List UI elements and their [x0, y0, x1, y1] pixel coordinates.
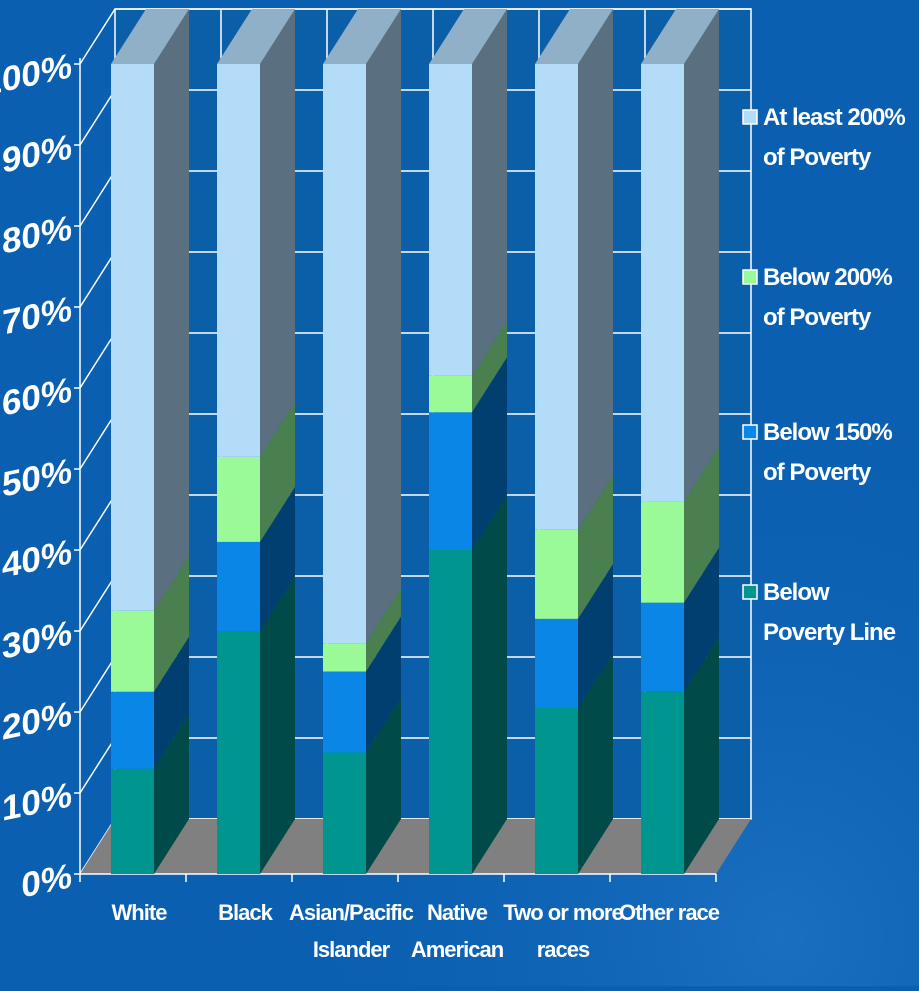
bar-2-series-3-side [366, 9, 401, 644]
legend-label: of Poverty [763, 144, 872, 171]
x-category-label: Black [218, 900, 273, 925]
bar-4-series-2-front [535, 529, 578, 619]
bar-4-series-1-front [535, 618, 578, 708]
bar-2-series-1-front [323, 671, 366, 753]
legend-swatch [742, 269, 758, 285]
gridline-side [79, 656, 116, 713]
bar-0-top [111, 9, 189, 64]
bar-4-series-0-front [535, 707, 578, 874]
legend-label: Below 200% [763, 264, 892, 291]
legend-label: Below 150% [763, 419, 892, 446]
x-axis-category-labels: White Black Asian/Pacific Islander Native Ame… [112, 900, 721, 962]
gridline-side [79, 170, 116, 227]
bar-5-series-0-side [684, 636, 719, 874]
gridline-side [79, 8, 116, 65]
bar-1-series-2-side [260, 401, 295, 542]
bar-0-series-2-side [154, 555, 189, 692]
bar-2-series-3-front [323, 64, 366, 644]
bar-2-series-2-front [323, 643, 366, 672]
x-category-label: White [112, 900, 168, 925]
gridline-side [79, 413, 116, 470]
legend-label: Below [763, 579, 830, 606]
gridline-side [79, 575, 116, 632]
bar-1-series-1-side [260, 486, 295, 631]
axes [74, 58, 717, 882]
bar-3-series-3-side [472, 9, 507, 376]
legend-swatch [742, 424, 758, 440]
legend-label: At least 200% [763, 104, 905, 131]
gridline-side [79, 494, 116, 551]
x-category-label: Native [427, 900, 488, 925]
bar-5-series-3-front [641, 64, 684, 502]
bar-3-series-3-front [429, 64, 472, 376]
bar-1-top [217, 9, 295, 64]
bar-0-series-3-front [111, 64, 154, 611]
bar-4-series-3-front [535, 64, 578, 530]
bar-2-series-2-side [366, 588, 401, 672]
bar-1-series-1-front [217, 541, 260, 631]
x-category-label: Asian/Pacific [289, 900, 414, 925]
bar-1-series-0-front [217, 631, 260, 874]
bar-0-series-1-front [111, 691, 154, 769]
bar-1-series-2-front [217, 456, 260, 542]
bar-3-series-2-side [472, 320, 507, 413]
bars [111, 9, 719, 874]
bar-4-series-3-side [578, 9, 613, 530]
bar-1-series-0-side [260, 576, 295, 874]
bar-3-series-0-side [472, 495, 507, 874]
bar-3-series-1-side [472, 357, 507, 550]
bar-4-series-0-side [578, 652, 613, 874]
bar-1-series-3-side [260, 9, 295, 457]
gridline-side [79, 251, 116, 308]
bar-3-top [429, 9, 507, 64]
x-category-label: Islander [313, 937, 391, 962]
bar-5-series-2-side [684, 446, 719, 603]
bar-0-series-0-side [154, 713, 189, 874]
x-category-label: American [411, 937, 504, 962]
bar-3-series-0-front [429, 550, 472, 874]
bar-2-top [323, 9, 401, 64]
bar-5-series-2-front [641, 501, 684, 603]
bar-3-series-1-front [429, 412, 472, 550]
bar-5-series-3-side [684, 9, 719, 502]
bar-5-series-1-side [684, 547, 719, 692]
bar-2-series-0-side [366, 697, 401, 874]
bar-5-series-0-front [641, 691, 684, 874]
gridline-side [79, 332, 116, 389]
legend-label: Poverty Line [763, 619, 896, 646]
x-category-label: Two or more [503, 900, 623, 925]
bar-2-series-1-side [366, 616, 401, 753]
bar-5-series-1-front [641, 602, 684, 692]
bar-3-series-2-front [429, 375, 472, 413]
gridline-side [79, 737, 116, 794]
legend-swatch [742, 109, 758, 125]
bar-4-series-1-side [578, 563, 613, 708]
bar-0-series-3-side [154, 9, 189, 611]
bar-0-series-0-front [111, 768, 154, 874]
bar-2-series-0-front [323, 752, 366, 874]
bar-1-series-3-front [217, 64, 260, 457]
legend-label: of Poverty [763, 459, 872, 486]
x-category-label: Other race [619, 900, 720, 925]
legend-swatch [742, 584, 758, 600]
bar-5-top [641, 9, 719, 64]
bar-4-series-2-side [578, 474, 613, 619]
legend: At least 200% of Poverty Below 200% of Pove… [742, 104, 906, 646]
bar-4-top [535, 9, 613, 64]
gridline-side [79, 89, 116, 146]
bar-0-series-2-front [111, 610, 154, 692]
bar-0-series-1-side [154, 636, 189, 769]
x-category-label: races [537, 937, 590, 962]
legend-label: of Poverty [763, 304, 872, 331]
